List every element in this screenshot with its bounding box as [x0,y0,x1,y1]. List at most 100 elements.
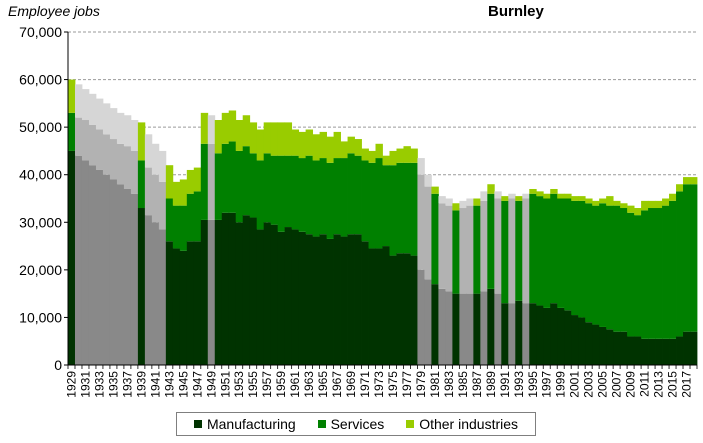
bar-manufacturing-1941 [151,222,160,365]
bar-other-industries-1953 [235,120,244,151]
bar-manufacturing-1956 [256,229,265,365]
x-tick-label: 1997 [540,371,554,398]
bar-manufacturing-1951 [221,212,230,365]
x-tick-label: 1991 [498,371,512,398]
x-tick-label: 1979 [414,371,428,398]
bar-manufacturing-1945 [179,250,188,365]
bar-other-industries-1971 [361,148,369,161]
bar-manufacturing-2008 [620,331,628,365]
bar-services-1943 [165,198,174,242]
bar-services-1939 [137,160,146,209]
bar-other-industries-1998 [550,188,558,194]
x-tick-label: 1967 [330,371,344,398]
bar-services-1973 [375,158,383,249]
bar-services-1964 [312,160,320,237]
bar-manufacturing-1937 [123,188,132,365]
bar-other-industries-1972 [368,150,376,163]
bar-other-industries-1943 [165,165,174,199]
bar-manufacturing-1964 [312,236,320,365]
bar-manufacturing-1985 [459,293,467,365]
legend-swatch-manufacturing [193,420,202,428]
bar-manufacturing-1934 [102,174,111,365]
bar-other-industries-1936 [116,112,125,144]
bar-other-industries-1999 [557,193,565,199]
bar-other-industries-1937 [123,115,132,147]
bar-services-2012 [648,208,656,339]
bar-services-1932 [88,124,97,166]
bar-other-industries-1934 [102,103,111,135]
bar-services-1960 [284,155,293,228]
x-tick-label: 1985 [456,371,470,398]
bar-services-1967 [333,158,341,235]
bar-services-2002 [578,200,586,318]
x-tick-label: 1981 [428,371,442,398]
bar-manufacturing-1997 [543,307,551,365]
bar-other-industries-1952 [228,110,237,142]
bar-services-1993 [515,200,523,301]
bar-manufacturing-1965 [319,234,327,365]
bar-manufacturing-1943 [165,241,174,365]
bar-other-industries-2014 [662,198,670,206]
y-tick-label: 70,000 [19,24,62,40]
bar-other-industries-2012 [648,200,656,209]
bar-manufacturing-1959 [277,231,286,365]
x-tick-label: 1965 [316,371,330,398]
bar-manufacturing-1966 [326,238,334,365]
bar-manufacturing-1981 [431,284,439,365]
bar-services-1974 [382,165,390,247]
bar-manufacturing-2002 [578,317,586,365]
bar-other-industries-2007 [613,200,621,206]
legend-item-services: Services [317,416,384,432]
bar-other-industries-1992 [508,193,516,199]
bar-other-industries-1991 [501,196,509,201]
bar-other-industries-1993 [515,196,523,201]
bar-other-industries-1988 [480,191,488,201]
bar-other-industries-2001 [571,196,579,201]
bar-other-industries-1940 [144,134,153,168]
x-tick-label: 1931 [78,371,92,398]
x-tick-label: 2005 [596,371,610,398]
bar-manufacturing-1946 [186,241,195,365]
bar-services-1976 [396,162,404,254]
bar-services-1984 [452,210,460,294]
bar-services-1940 [144,167,153,216]
bar-other-industries-1944 [172,181,181,206]
bar-other-industries-1983 [445,198,453,206]
bar-other-industries-1986 [466,198,474,206]
bar-services-1995 [529,193,537,304]
bar-other-industries-1938 [130,120,139,151]
bar-services-2010 [634,215,642,337]
bar-manufacturing-2013 [655,338,663,365]
bar-manufacturing-1961 [291,229,300,365]
bar-manufacturing-2001 [571,315,579,365]
bar-services-1933 [95,129,104,170]
bar-manufacturing-2009 [627,336,635,365]
bar-manufacturing-1973 [375,248,383,365]
bar-other-industries-1985 [459,200,467,209]
bar-other-industries-1949 [207,115,216,144]
x-tick-label: 2001 [568,371,582,398]
bar-services-2000 [564,198,572,311]
bar-services-1955 [249,153,258,218]
bar-services-1958 [270,155,279,225]
bar-other-industries-1976 [396,148,404,163]
bar-manufacturing-1935 [109,179,118,365]
x-tick-label: 1935 [106,371,120,398]
bar-services-1949 [207,143,216,220]
bar-services-1970 [354,155,362,235]
bar-manufacturing-2014 [662,338,670,365]
bar-services-1996 [536,196,544,306]
bar-other-industries-1963 [305,129,314,156]
bar-manufacturing-1952 [228,212,237,365]
bar-manufacturing-2010 [634,336,642,365]
bar-services-2015 [669,200,677,339]
bar-manufacturing-1998 [550,303,558,365]
x-tick-label: 1971 [358,371,372,398]
bar-other-industries-1955 [249,122,258,154]
bar-manufacturing-1968 [340,236,348,365]
bar-services-2011 [641,210,649,339]
bar-other-industries-1975 [389,150,397,166]
bar-services-1985 [459,208,467,294]
bar-manufacturing-1976 [396,253,404,365]
